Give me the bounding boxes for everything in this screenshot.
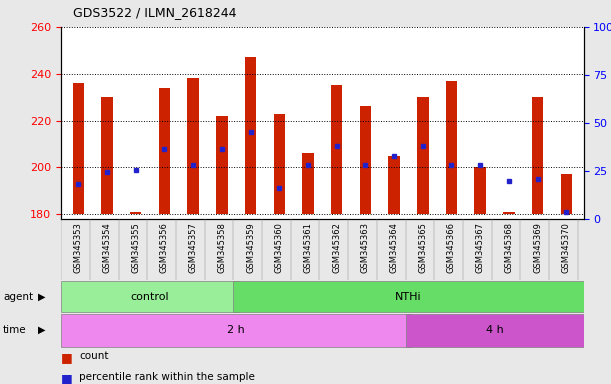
Text: GSM345368: GSM345368 xyxy=(504,222,513,273)
Bar xyxy=(61,281,239,312)
Bar xyxy=(503,212,514,214)
Bar xyxy=(159,88,170,214)
Bar xyxy=(389,156,400,214)
Bar xyxy=(446,81,457,214)
Text: 4 h: 4 h xyxy=(486,325,503,335)
Text: GSM345355: GSM345355 xyxy=(131,222,141,273)
Text: GSM345367: GSM345367 xyxy=(476,222,485,273)
Bar xyxy=(216,116,227,214)
Bar xyxy=(130,212,142,214)
Bar xyxy=(101,97,113,214)
Text: GSM345363: GSM345363 xyxy=(361,222,370,273)
Bar xyxy=(73,83,84,214)
Bar xyxy=(245,57,256,214)
Text: ▶: ▶ xyxy=(38,325,45,335)
Text: NTHi: NTHi xyxy=(395,291,422,302)
Bar xyxy=(188,78,199,214)
Text: GSM345369: GSM345369 xyxy=(533,222,542,273)
Text: ▶: ▶ xyxy=(38,291,45,302)
Text: percentile rank within the sample: percentile rank within the sample xyxy=(79,372,255,382)
Text: GSM345356: GSM345356 xyxy=(160,222,169,273)
Bar xyxy=(331,85,342,214)
Text: GSM345354: GSM345354 xyxy=(103,222,112,273)
Text: GSM345360: GSM345360 xyxy=(275,222,284,273)
Text: GSM345357: GSM345357 xyxy=(189,222,197,273)
Text: GDS3522 / ILMN_2618244: GDS3522 / ILMN_2618244 xyxy=(73,6,237,19)
Text: ■: ■ xyxy=(61,372,73,384)
Text: GSM345358: GSM345358 xyxy=(218,222,226,273)
Bar xyxy=(560,174,572,214)
Text: ■: ■ xyxy=(61,351,73,364)
Bar xyxy=(532,97,543,214)
Bar xyxy=(417,97,428,214)
Text: GSM345362: GSM345362 xyxy=(332,222,341,273)
Bar xyxy=(474,167,486,214)
Bar xyxy=(274,114,285,214)
Text: count: count xyxy=(79,351,109,361)
Bar xyxy=(406,314,584,347)
Text: GSM345353: GSM345353 xyxy=(74,222,83,273)
Text: GSM345365: GSM345365 xyxy=(419,222,427,273)
Bar xyxy=(61,314,411,347)
Text: GSM345364: GSM345364 xyxy=(390,222,398,273)
Bar xyxy=(233,281,584,312)
Text: GSM345359: GSM345359 xyxy=(246,222,255,273)
Text: GSM345361: GSM345361 xyxy=(304,222,312,273)
Text: control: control xyxy=(131,291,169,302)
Text: GSM345370: GSM345370 xyxy=(562,222,571,273)
Text: GSM345366: GSM345366 xyxy=(447,222,456,273)
Text: agent: agent xyxy=(3,291,33,302)
Bar xyxy=(302,153,313,214)
Text: 2 h: 2 h xyxy=(227,325,245,335)
Bar xyxy=(360,106,371,214)
Text: time: time xyxy=(3,325,27,335)
